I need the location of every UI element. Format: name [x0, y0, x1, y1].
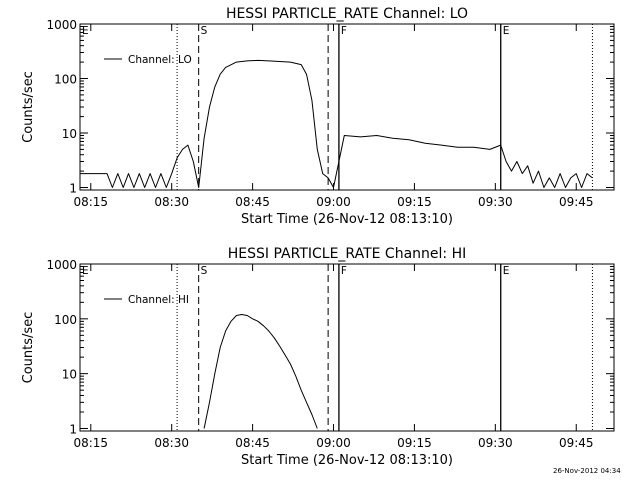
panel1-y-tick-label: 100	[54, 73, 77, 87]
footer-timestamp: 26-Nov-2012 04:34	[553, 467, 621, 475]
panel2-x-axis-label: Start Time (26-Nov-12 08:13:10)	[241, 453, 453, 468]
panel1-legend-label: Channel: LO	[128, 54, 192, 66]
panel2-legend-label: Channel: HI	[128, 294, 189, 306]
panel1-marker-label-f: F	[341, 25, 347, 37]
panel2-x-tick-label: 08:15	[73, 436, 108, 450]
panel1-corner-label: E	[82, 25, 89, 37]
panel1-x-tick-label: 09:00	[316, 195, 351, 209]
panel2-x-tick-label: 09:45	[559, 436, 594, 450]
panel2-y-tick-label: 100	[54, 313, 77, 327]
panel1-y-axis-label: Counts/sec	[21, 71, 36, 143]
panel2-y-tick-label: 1	[69, 422, 77, 436]
panel1-y-tick-label: 1	[69, 182, 77, 196]
panel1-y-tick-label: 10	[62, 127, 77, 141]
panel2-y-tick-label: 10	[62, 368, 77, 382]
panel2-x-tick-label: 09:30	[478, 436, 513, 450]
panel1-x-tick-label: 09:45	[559, 195, 594, 209]
panel2-y-axis-label: Counts/sec	[21, 312, 36, 384]
panel2-x-tick-label: 09:00	[316, 436, 351, 450]
panel1-x-tick-label: 09:30	[478, 195, 513, 209]
panel2-plot-frame	[79, 263, 615, 432]
panel1-x-axis-label: Start Time (26-Nov-12 08:13:10)	[241, 212, 453, 227]
panel1-x-tick-label: 09:15	[397, 195, 432, 209]
panel1-chart-title: HESSI PARTICLE_RATE Channel: LO	[226, 6, 468, 22]
panel2-x-tick-label: 08:30	[154, 436, 189, 450]
panel2-marker-label-s: S	[201, 265, 208, 277]
panel2-x-tick-label: 09:15	[397, 436, 432, 450]
panel1-x-tick-label: 08:45	[235, 195, 270, 209]
panel2-marker-label-f: F	[341, 265, 347, 277]
panel1-x-tick-label: 08:15	[73, 195, 108, 209]
panel2-y-tick-label: 1000	[46, 258, 77, 272]
panel1-series-line	[80, 59, 593, 188]
panel1-marker-label-s: S	[201, 25, 208, 37]
panel2-x-tick-label: 08:45	[235, 436, 270, 450]
panel1-y-tick-label: 1000	[46, 18, 77, 32]
panel2-series-line	[203, 314, 318, 429]
panel2-corner-label: E	[82, 265, 89, 277]
panel2-marker-label-e: E	[503, 265, 510, 277]
panel1-plot-frame	[79, 23, 615, 191]
panel2-chart-title: HESSI PARTICLE_RATE Channel: HI	[228, 246, 466, 262]
panel1-x-tick-label: 08:30	[154, 195, 189, 209]
panel1-marker-label-e: E	[503, 25, 510, 37]
